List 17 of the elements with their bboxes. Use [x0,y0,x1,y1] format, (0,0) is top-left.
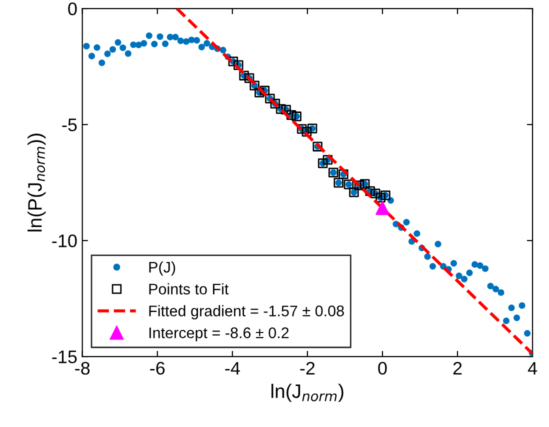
y-tick-label: -5 [62,118,77,132]
x-tick-label: -6 [150,362,165,375]
x-tick-label: -8 [75,362,90,375]
y-axis-title: ln(P(J$_{norm}$)) [28,134,46,232]
y-tick-label: -10 [52,234,77,248]
y-tick-label: 0 [68,2,77,16]
legend-label: P(J) [149,261,176,276]
y-tick-label: -15 [52,350,77,364]
x-tick-label: 2 [453,362,462,374]
x-tick-label: -2 [300,362,315,374]
x-tick-label: 0 [378,362,387,375]
x-tick-label: -4 [225,362,240,374]
x-tick-label: 4 [528,362,538,374]
legend-label: Intercept = -8.6 ± 0.2 [149,327,289,342]
legend-label: Points to Fit [149,283,229,294]
legend-label: Fitted gradient = -1.57 ± 0.08 [149,305,344,320]
x-axis-title: ln(J$_{norm}$) [272,384,344,402]
